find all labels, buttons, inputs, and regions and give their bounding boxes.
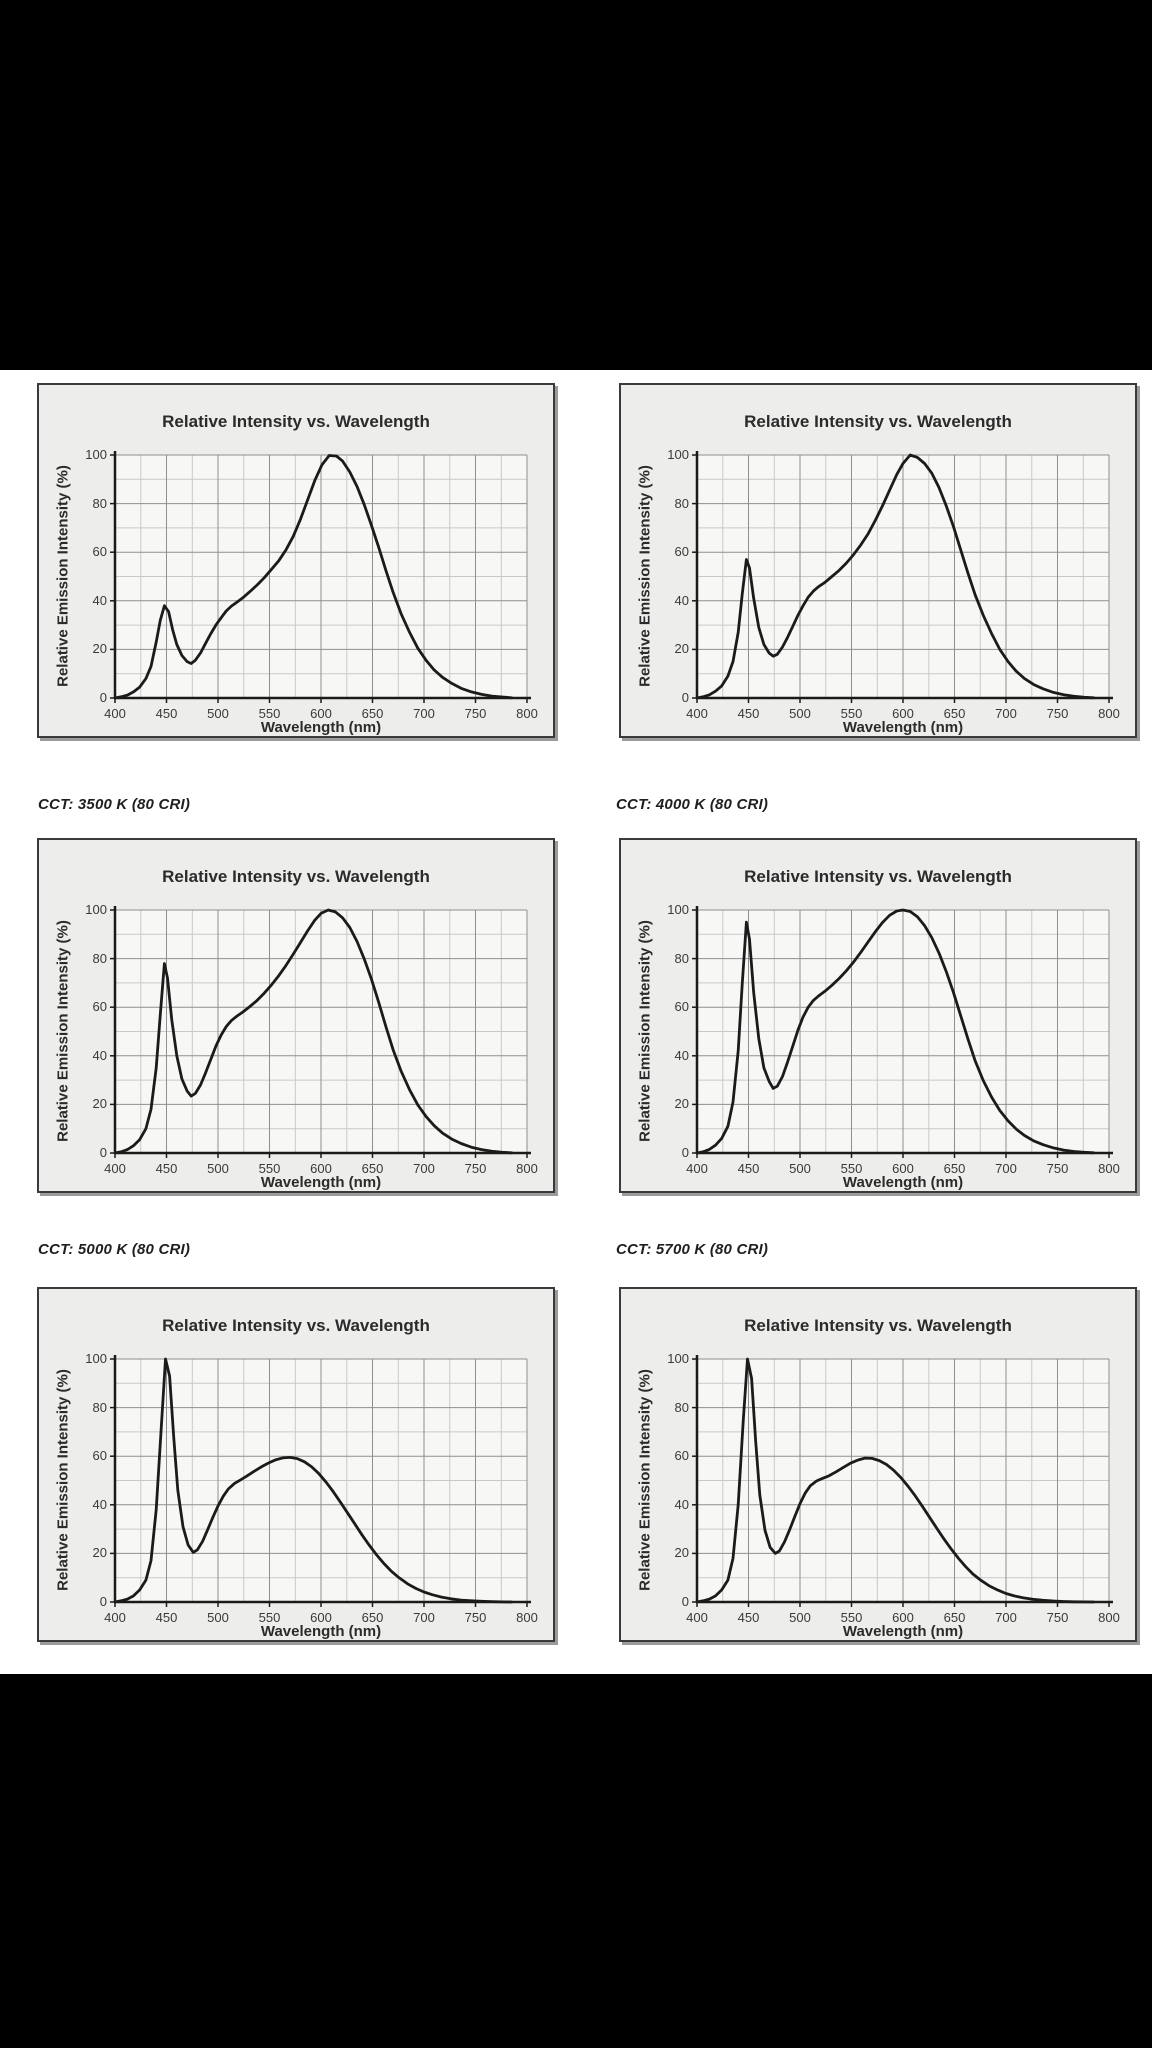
spd-chart-panel-2: Relative Intensity vs. Wavelength Relati… <box>619 383 1137 738</box>
x-axis-label: Wavelength (nm) <box>842 1623 964 1640</box>
spd-plot <box>692 1355 1113 1607</box>
spd-chart-panel-1: Relative Intensity vs. Wavelength Relati… <box>37 383 555 738</box>
axes <box>110 906 531 1158</box>
spd-plot <box>692 906 1113 1158</box>
x-axis-label: Wavelength (nm) <box>260 1623 382 1640</box>
grid-lines <box>697 909 1110 1153</box>
cct-caption-4000k: CCT: 4000 K (80 CRI) <box>616 796 769 813</box>
grid-lines <box>115 454 528 698</box>
chart-title: Relative Intensity vs. Wavelength <box>162 867 430 886</box>
x-axis-label: Wavelength (nm) <box>842 1174 964 1191</box>
spectrum-curve <box>695 1357 1095 1604</box>
axes <box>692 1355 1113 1607</box>
spectrum-curve <box>695 453 1095 700</box>
spd-chart-panel-4: Relative Intensity vs. Wavelength Relati… <box>619 838 1137 1193</box>
x-axis-label: Wavelength (nm) <box>260 1174 382 1191</box>
spectrum-curve <box>113 908 513 1155</box>
spd-chart-panel-6: Relative Intensity vs. Wavelength Relati… <box>619 1287 1137 1642</box>
cct-caption-5000k: CCT: 5000 K (80 CRI) <box>38 1241 191 1258</box>
spectrum-curve <box>113 454 513 700</box>
spd-plot <box>110 906 531 1158</box>
x-axis-label: Wavelength (nm) <box>842 719 964 736</box>
spd-plot <box>110 1355 531 1607</box>
axes <box>692 906 1113 1158</box>
document-page: Relative Intensity vs. Wavelength Relati… <box>0 370 1152 1674</box>
chart-title: Relative Intensity vs. Wavelength <box>744 867 1012 886</box>
spd-chart-panel-5: Relative Intensity vs. Wavelength Relati… <box>37 1287 555 1642</box>
chart-title: Relative Intensity vs. Wavelength <box>162 1316 430 1335</box>
chart-title: Relative Intensity vs. Wavelength <box>744 412 1012 431</box>
spectrum-curve <box>695 908 1095 1155</box>
grid-lines <box>697 1358 1110 1602</box>
spectrum-curve <box>113 1357 513 1604</box>
chart-title: Relative Intensity vs. Wavelength <box>744 1316 1012 1335</box>
grid-lines <box>115 1358 528 1602</box>
axes <box>110 1355 531 1607</box>
axes <box>110 451 531 703</box>
cct-caption-3500k: CCT: 3500 K (80 CRI) <box>38 796 191 813</box>
chart-title: Relative Intensity vs. Wavelength <box>162 412 430 431</box>
x-axis-label: Wavelength (nm) <box>260 719 382 736</box>
grid-lines <box>115 909 528 1153</box>
cct-caption-5700k: CCT: 5700 K (80 CRI) <box>616 1241 769 1258</box>
spd-plot <box>692 451 1113 703</box>
spd-plot <box>110 451 531 703</box>
spd-chart-panel-3: Relative Intensity vs. Wavelength Relati… <box>37 838 555 1193</box>
